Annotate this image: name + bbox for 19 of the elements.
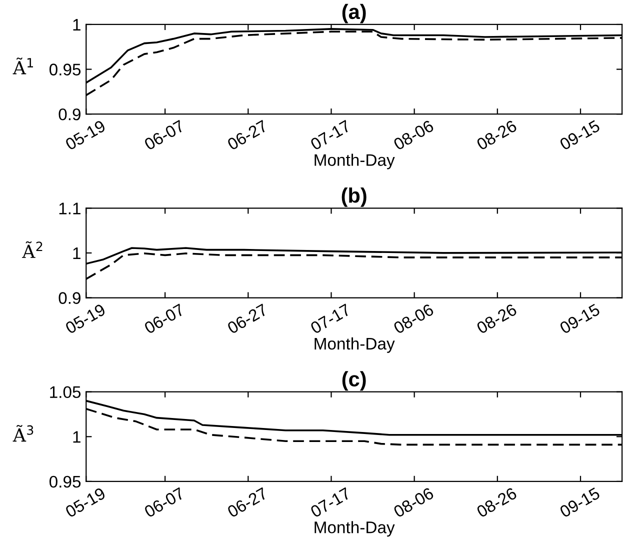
y-axis-title: Ã$^{2}$	[22, 241, 42, 258]
y-tick-label: 1	[73, 248, 80, 259]
y-tick-label: 1.05	[50, 386, 81, 398]
y-tick-label: 0.95	[49, 64, 81, 76]
x-axis-title: Month-Day	[314, 521, 395, 537]
y-axis-title: Ã$^{3}$	[12, 425, 34, 442]
y-axis-title: Ã$^{1}$	[12, 58, 33, 74]
y-tick-label: 1	[73, 431, 80, 443]
y-tick-label: 1.1	[59, 202, 80, 214]
chart-title: (c)	[342, 371, 366, 391]
chart-title: (b)	[342, 188, 366, 207]
y-tick-label: 0.9	[58, 108, 80, 120]
x-axis-title: Month-Day	[314, 154, 395, 170]
x-tick-label: 05-19	[64, 487, 106, 518]
x-axis-title: Month-Day	[314, 337, 395, 353]
y-tick-label: 0.95	[49, 476, 81, 488]
y-tick-label: 1	[73, 19, 80, 31]
y-tick-label: 0.9	[58, 292, 80, 304]
chart-title: (a)	[342, 4, 366, 24]
